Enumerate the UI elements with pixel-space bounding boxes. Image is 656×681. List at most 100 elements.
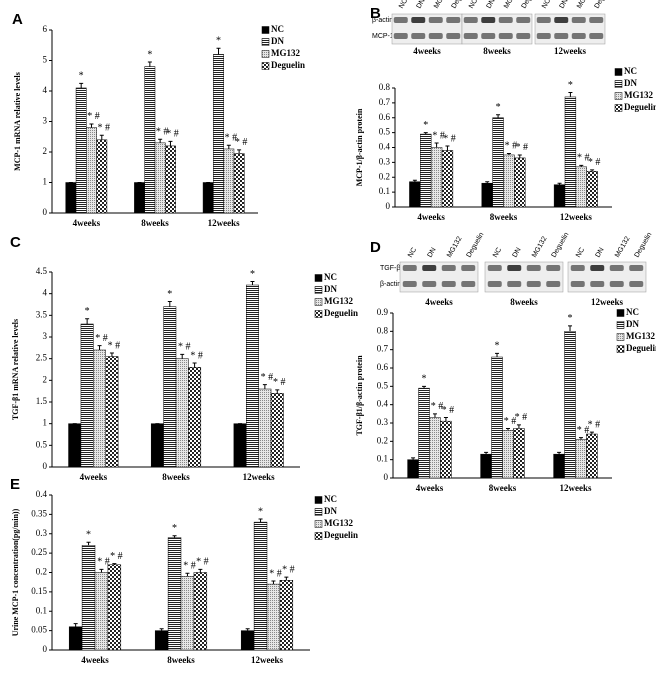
significance-mark: * #	[196, 557, 209, 568]
blot-band	[446, 33, 461, 39]
significance-mark: *	[172, 523, 177, 534]
error-bar	[237, 149, 242, 154]
blot-lane-label: NC	[407, 247, 418, 259]
bar	[94, 572, 109, 651]
error-bar	[73, 623, 78, 627]
significance-mark: * #	[190, 350, 203, 361]
significance-mark: * #	[515, 412, 528, 423]
legend-label: Deguelin	[324, 308, 358, 318]
y-tick-label: 4	[43, 85, 48, 95]
blot-band	[428, 17, 443, 23]
error-bar	[172, 535, 177, 538]
x-tick-label: 4weeks	[417, 212, 445, 222]
error-bar	[568, 91, 573, 97]
error-bar	[557, 182, 562, 185]
error-bar	[495, 352, 500, 357]
y-tick-label: 2	[43, 146, 48, 156]
y-tick-label: 0.7	[377, 344, 389, 354]
blot-band	[554, 17, 569, 23]
significance-mark: *	[496, 102, 501, 113]
error-bar	[168, 140, 173, 146]
bar	[167, 537, 182, 651]
blot-lane-label: NC	[468, 0, 479, 10]
blot-band	[629, 281, 644, 287]
blot-band	[590, 265, 605, 271]
y-tick-label: 0.4	[36, 489, 48, 499]
error-bar	[434, 142, 439, 148]
error-bar	[516, 424, 521, 429]
legend-swatch	[314, 532, 323, 540]
significance-mark: * #	[577, 153, 590, 164]
bar	[409, 181, 421, 208]
x-tick-label: 4weeks	[81, 655, 109, 665]
blot-band	[393, 17, 408, 23]
legend-swatch	[614, 80, 623, 88]
blot-band	[546, 281, 561, 287]
y-tick-label: 0.8	[379, 82, 391, 92]
y-tick-label: 0.3	[36, 528, 48, 538]
y-tick-label: 0.1	[377, 454, 388, 464]
bar	[105, 356, 119, 468]
legend-label: DN	[626, 319, 639, 329]
bar	[513, 428, 525, 479]
error-bar	[589, 431, 594, 434]
blot-band	[393, 33, 408, 39]
y-tick-label: 0.8	[377, 325, 389, 335]
significance-mark: * #	[273, 377, 286, 388]
blot-band	[516, 17, 531, 23]
error-bar	[226, 144, 231, 149]
blot-band	[526, 281, 541, 287]
x-tick-label: 8weeks	[167, 655, 195, 665]
y-tick-label: 0.15	[31, 586, 47, 596]
blot-band	[422, 281, 437, 287]
significance-mark: *	[258, 506, 263, 517]
blot-band	[571, 33, 586, 39]
blot-band	[498, 17, 513, 23]
bar	[491, 356, 503, 479]
x-tick-label: 12weeks	[560, 483, 592, 493]
blot-band	[463, 33, 478, 39]
blot-lane-label: Deguelin	[634, 231, 654, 259]
error-bar	[97, 345, 102, 350]
legend-label: Deguelin	[324, 530, 358, 540]
blot-band	[428, 33, 443, 39]
x-tick-label: 12weeks	[560, 212, 592, 222]
legend-swatch	[314, 496, 323, 504]
bar	[553, 184, 566, 208]
blot-lane-label: NC	[398, 0, 409, 10]
blot-band	[536, 33, 551, 39]
y-tick-label: 0.1	[379, 186, 390, 196]
significance-mark: * #	[269, 568, 282, 579]
panel-letter: E	[10, 476, 20, 493]
bar	[144, 66, 156, 214]
legend-swatch	[614, 92, 623, 100]
blot-band	[526, 265, 541, 271]
blot-band	[402, 281, 417, 287]
error-bar	[192, 362, 197, 368]
blot-lane-label: Deguelin	[551, 231, 571, 259]
x-tick-label: 8weeks	[490, 212, 518, 222]
significance-mark: * #	[431, 401, 444, 412]
bar	[430, 147, 443, 208]
legend-label: MG132	[624, 90, 653, 100]
error-bar	[284, 576, 289, 581]
x-tick-label: 8weeks	[489, 483, 517, 493]
error-bar	[112, 563, 117, 565]
blot-row-label: TGF-β1	[380, 265, 404, 272]
bar	[514, 157, 526, 208]
blot-group-label: 4weeks	[413, 46, 441, 56]
blot-lane-label: MG132	[446, 235, 464, 258]
significance-mark: *	[250, 269, 255, 280]
significance-mark: * #	[504, 416, 517, 427]
y-axis-label: TGF-β1 mRNA relative levels	[11, 319, 20, 420]
panel-letter: D	[370, 239, 381, 256]
error-bar	[557, 451, 562, 455]
blot-band	[446, 17, 461, 23]
error-bar	[443, 417, 448, 422]
error-bar	[109, 352, 114, 357]
y-tick-label: 0	[43, 644, 48, 654]
bar	[68, 626, 83, 651]
y-tick-label: 2	[43, 374, 48, 384]
significance-mark: * #	[577, 425, 590, 436]
legend-label: NC	[271, 24, 284, 34]
